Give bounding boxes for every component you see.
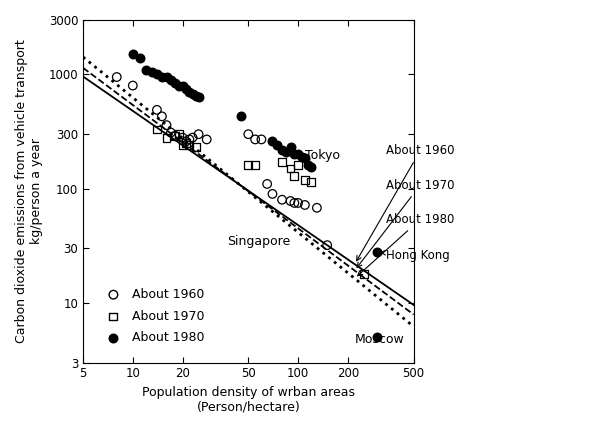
Point <box>273 142 282 149</box>
Text: About 1960: About 1960 <box>357 144 454 261</box>
Point <box>285 198 295 205</box>
Point <box>157 113 167 120</box>
Point <box>277 146 287 153</box>
Point <box>152 126 162 133</box>
Point <box>372 334 382 341</box>
Point <box>306 178 316 185</box>
Text: Singapore: Singapore <box>228 235 291 248</box>
Point <box>178 134 187 141</box>
Point <box>268 138 278 145</box>
Point <box>290 172 300 179</box>
Point <box>296 154 306 160</box>
Point <box>174 131 184 138</box>
Text: Hong Kong: Hong Kong <box>380 249 450 263</box>
Point <box>243 162 253 169</box>
Point <box>293 199 303 206</box>
Text: About 1980: About 1980 <box>357 213 454 276</box>
Point <box>268 190 278 197</box>
Point <box>293 162 303 169</box>
Point <box>112 74 121 81</box>
Point <box>277 196 287 203</box>
Point <box>300 155 310 162</box>
Point <box>236 113 246 120</box>
Point <box>300 176 310 183</box>
Point <box>184 136 194 143</box>
X-axis label: Population density of wrban areas
(Person/hectare): Population density of wrban areas (Perso… <box>142 386 355 414</box>
Point <box>285 165 295 172</box>
Point <box>300 202 310 208</box>
Point <box>178 82 187 89</box>
Point <box>282 148 292 155</box>
Point <box>191 144 201 151</box>
Text: About 1970: About 1970 <box>357 179 454 267</box>
Point <box>178 142 187 149</box>
Point <box>174 82 184 89</box>
Point <box>170 133 180 139</box>
Point <box>290 151 300 158</box>
Point <box>166 129 176 136</box>
Point <box>128 51 138 58</box>
Point <box>250 162 260 169</box>
Point <box>243 131 253 138</box>
Point <box>184 89 194 96</box>
Point <box>181 85 191 92</box>
Point <box>202 136 212 143</box>
Text: Moscow: Moscow <box>355 333 404 346</box>
Point <box>181 140 191 147</box>
Point <box>290 199 300 206</box>
Text: Tokyo: Tokyo <box>305 149 340 162</box>
Point <box>152 71 162 78</box>
Point <box>285 144 295 151</box>
Y-axis label: Carbon dioxide emissions from vehicle transport
kg/person a year: Carbon dioxide emissions from vehicle tr… <box>15 39 43 343</box>
Point <box>191 92 201 99</box>
Point <box>257 136 267 143</box>
Point <box>170 133 180 139</box>
Point <box>372 248 382 255</box>
Point <box>262 181 272 187</box>
Point <box>166 76 176 83</box>
Point <box>359 270 368 277</box>
Point <box>157 74 167 81</box>
Point <box>188 90 198 97</box>
Point <box>194 131 204 138</box>
Point <box>303 162 313 169</box>
Point <box>135 54 145 61</box>
Point <box>277 159 287 166</box>
Point <box>181 138 191 145</box>
Point <box>312 204 322 211</box>
Point <box>170 79 180 86</box>
Point <box>306 163 316 170</box>
Point <box>194 94 204 101</box>
Point <box>184 142 194 149</box>
Point <box>162 134 171 141</box>
Point <box>162 74 171 81</box>
Point <box>162 122 171 129</box>
Point <box>322 242 332 249</box>
Point <box>147 69 157 76</box>
Legend: About 1960, About 1970, About 1980: About 1960, About 1970, About 1980 <box>96 283 210 350</box>
Point <box>250 136 260 143</box>
Point <box>293 151 303 158</box>
Point <box>152 106 162 113</box>
Point <box>128 82 138 89</box>
Point <box>188 134 198 141</box>
Point <box>141 66 151 73</box>
